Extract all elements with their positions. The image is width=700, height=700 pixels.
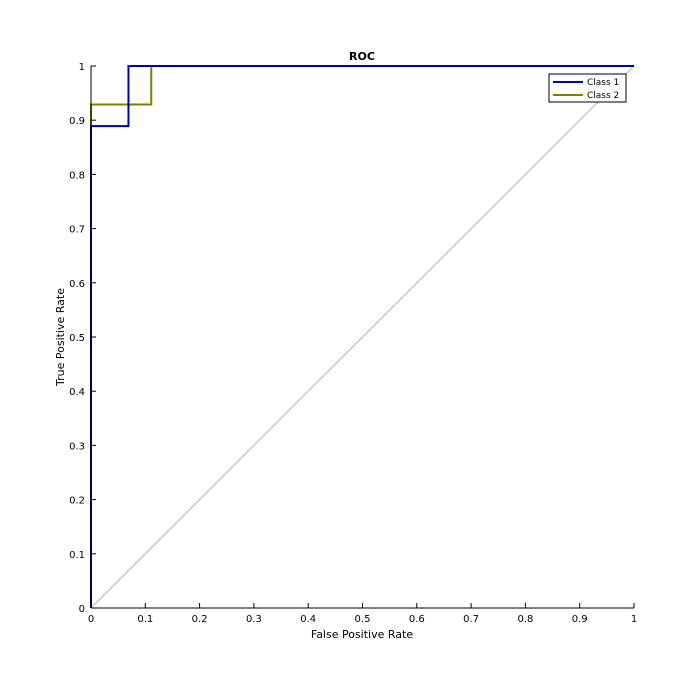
x-tick-label: 0.2 xyxy=(192,614,208,625)
x-tick-label: 0.9 xyxy=(572,614,588,625)
legend: Class 1 Class 2 xyxy=(548,73,627,103)
legend-label: Class 2 xyxy=(587,91,619,101)
x-tick-label: 0 xyxy=(88,614,94,625)
y-tick-label: 0.2 xyxy=(69,496,85,507)
diagonal-layer xyxy=(90,65,635,609)
x-axis-label: False Positive Rate xyxy=(311,628,413,641)
diagonal-reference-line xyxy=(90,65,635,609)
y-axis-label: True Positive Rate xyxy=(54,288,67,387)
y-tick-label: 0.5 xyxy=(69,333,85,344)
x-tick-label: 0.8 xyxy=(517,614,533,625)
legend-label: Class 1 xyxy=(587,78,619,88)
y-tick-label: 1 xyxy=(79,62,85,73)
x-tick-label: 0.6 xyxy=(409,614,425,625)
y-tick-label: 0.4 xyxy=(69,387,85,398)
x-tick-label: 0.5 xyxy=(355,614,371,625)
x-tick-label: 0.3 xyxy=(246,614,262,625)
y-tick-label: 0.8 xyxy=(69,170,85,181)
y-tick-label: 0.9 xyxy=(69,116,85,127)
x-tick-label: 0.7 xyxy=(463,614,479,625)
y-tick-label: 0.6 xyxy=(69,279,85,290)
x-tick-label: 1 xyxy=(631,614,637,625)
legend-box xyxy=(548,73,627,103)
y-tick-label: 0.1 xyxy=(69,550,85,561)
x-tick-label: 0.4 xyxy=(300,614,316,625)
ticks-layer: 0 0.1 0.2 0.3 0.4 0.5 0.6 0.7 0.8 0.9 1 0 0.1 0.2 0.3 0… xyxy=(69,62,637,625)
chart-title: ROC xyxy=(349,50,375,63)
y-tick-label: 0 xyxy=(79,604,85,615)
y-tick-label: 0.7 xyxy=(69,225,85,236)
x-tick-label: 0.1 xyxy=(137,614,153,625)
y-tick-label: 0.3 xyxy=(69,441,85,452)
